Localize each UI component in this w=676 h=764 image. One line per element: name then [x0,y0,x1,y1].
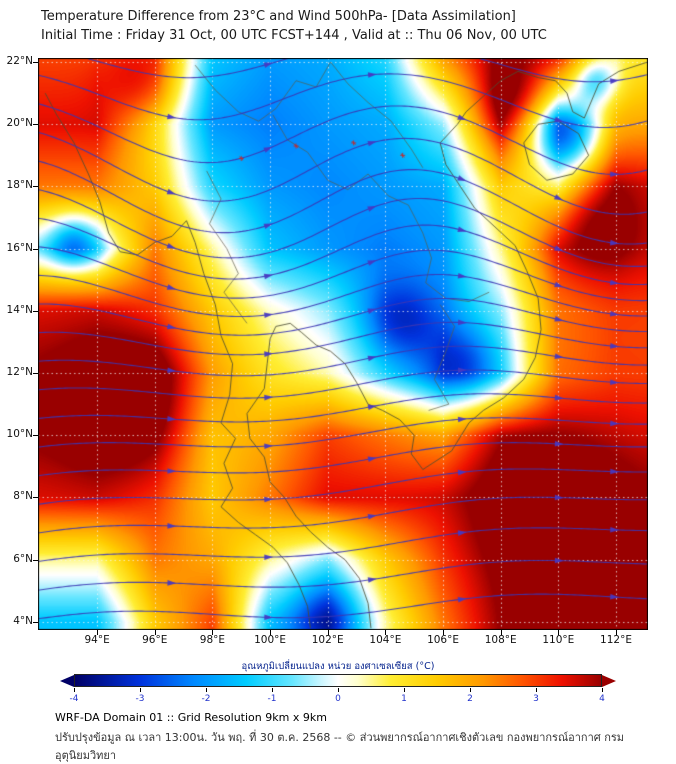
x-axis-label: 110°E [542,634,575,646]
colorbar-tick-label: -1 [267,694,277,704]
y-axis-label: 12°N [6,366,33,379]
colorbar-tick-label: 2 [467,694,473,704]
colorbar-gradient [74,674,602,687]
colorbar-label: อุณหภูมิเปลี่ยนแปลง หน่วย องศาเซลเซียส (… [241,661,435,672]
colorbar-tick-mark [404,688,405,692]
x-axis-tick [154,630,156,635]
colorbar-tick-mark [206,688,207,692]
x-axis-tick [97,630,99,635]
x-axis-label: 108°E [484,634,517,646]
colorbar-tick-label: -4 [69,694,79,704]
y-axis-label: 10°N [6,428,33,441]
y-axis-label: 22°N [6,55,33,68]
x-axis-label: 98°E [199,634,226,646]
y-axis-label: 6°N [13,552,33,565]
colorbar-tick-label: 1 [401,694,407,704]
temperature-wind-map-canvas [38,58,648,630]
x-axis-label: 106°E [427,634,459,646]
y-axis-label: 16°N [6,241,33,254]
x-axis-label: 100°E [254,634,287,646]
y-axis-label: 4°N [13,614,33,627]
y-axis-label: 14°N [6,303,33,316]
y-axis-label: 18°N [6,179,33,192]
x-axis-label: 102°E [311,634,344,646]
x-axis-label: 96°E [142,634,168,646]
footer-credit: ปรับปรุงข้อมูล ณ เวลา 13:00น. วัน พฤ. ที… [55,731,625,762]
x-axis-label: 94°E [84,634,110,646]
x-axis-tick [558,630,560,635]
colorbar-tick-mark [74,688,75,692]
colorbar-tick-label: -3 [135,694,145,704]
colorbar-left-arrow [60,674,74,687]
x-axis-label: 112°E [600,634,632,646]
x-axis-tick [500,630,502,635]
colorbar-tick-label: 3 [533,694,539,704]
footer-domain-info: WRF-DA Domain 01 :: Grid Resolution 9km … [55,711,327,724]
chart-subtitle: Initial Time : Friday 31 Oct, 00 UTC FCS… [41,28,547,43]
colorbar-tick-mark [536,688,537,692]
colorbar-tick-mark [602,688,603,692]
colorbar-tick-label: -2 [201,694,211,704]
colorbar [60,674,616,687]
y-axis-label: 20°N [6,117,33,130]
colorbar-tick-mark [272,688,273,692]
x-axis-tick [443,630,445,635]
colorbar-tick-mark [470,688,471,692]
colorbar-tick-label: 0 [335,694,341,704]
x-axis-label: 104°E [369,634,402,646]
y-axis-label: 8°N [13,490,33,503]
x-axis-tick [385,630,387,635]
x-axis-tick [327,630,329,635]
colorbar-right-arrow [602,674,616,687]
colorbar-tick-mark [140,688,141,692]
colorbar-tick-mark [338,688,339,692]
x-axis-tick [270,630,272,635]
colorbar-tick-label: 4 [599,694,605,704]
x-axis-tick [212,630,214,635]
x-axis-tick [616,630,617,635]
map-plot-area [38,58,648,630]
chart-title: Temperature Difference from 23°C and Win… [41,9,516,24]
